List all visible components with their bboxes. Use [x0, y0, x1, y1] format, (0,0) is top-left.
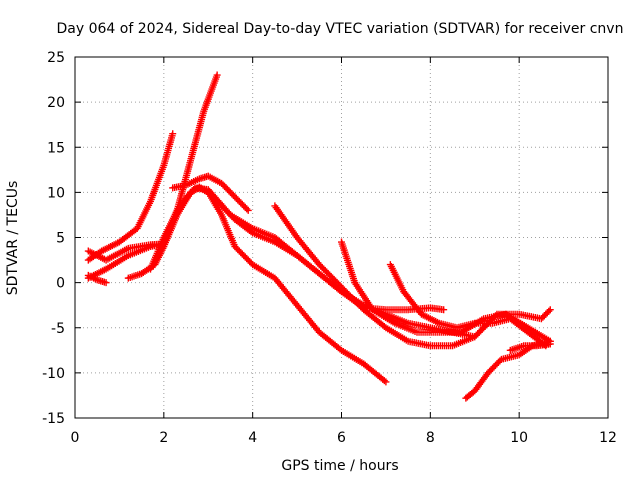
data-point	[243, 205, 251, 213]
x-tick-label: 12	[599, 430, 617, 446]
x-tick-label: 0	[71, 430, 80, 446]
tick-labels: 0 2 4 6 8 10 12 -15 -10 -5 0 5 10 15 20 25	[42, 50, 617, 446]
data-point	[244, 206, 252, 214]
x-tick-label: 2	[159, 430, 168, 446]
series-track-5	[124, 183, 390, 386]
data-marks	[84, 71, 554, 402]
y-tick-label: 25	[47, 50, 65, 66]
series-track-4	[84, 271, 110, 287]
y-tick-label: -10	[42, 366, 65, 382]
data-point	[169, 130, 177, 138]
y-tick-label: -15	[42, 411, 65, 427]
y-tick-label: 15	[47, 140, 65, 156]
data-point	[380, 377, 388, 385]
x-axis-label: GPS time / hours	[281, 458, 398, 474]
x-tick-label: 4	[248, 430, 257, 446]
series-track-9	[338, 238, 554, 345]
data-point	[546, 306, 554, 314]
y-tick-label: 0	[56, 276, 65, 292]
data-point	[102, 279, 110, 287]
ticks	[74, 56, 609, 419]
x-tick-label: 10	[510, 430, 528, 446]
y-axis-label: SDTVAR / TECUs	[5, 181, 21, 296]
series-track-12	[506, 340, 554, 354]
x-tick-label: 6	[337, 430, 346, 446]
chart-title: Day 064 of 2024, Sidereal Day-to-day VTE…	[57, 21, 624, 37]
data-point	[546, 340, 554, 348]
data-point	[440, 306, 448, 314]
y-tick-label: 5	[56, 231, 65, 247]
y-tick-label: 10	[47, 185, 65, 201]
series-track-3	[84, 184, 448, 314]
data-point	[247, 228, 255, 236]
x-tick-label: 8	[426, 430, 435, 446]
data-point	[545, 307, 553, 315]
series-track-7	[169, 172, 252, 214]
grid	[75, 57, 608, 418]
data-point	[213, 71, 221, 79]
y-tick-label: 20	[47, 95, 65, 111]
data-point	[382, 378, 390, 386]
y-tick-label: -5	[51, 321, 65, 337]
